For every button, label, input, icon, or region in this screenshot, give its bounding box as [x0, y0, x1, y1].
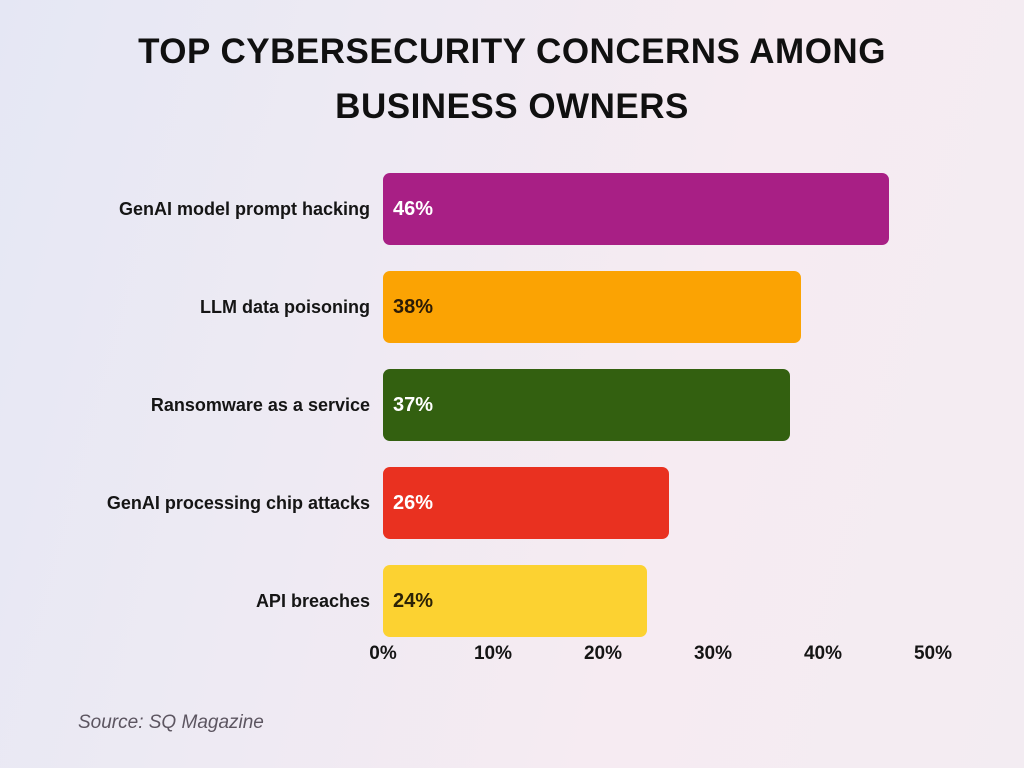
chart-title: TOP CYBERSECURITY CONCERNS AMONG BUSINES… [138, 32, 886, 126]
category-label: Ransomware as a service [150, 394, 370, 415]
source-note: Source: SQ Magazine [78, 712, 264, 733]
bar-value-label: 46% [393, 197, 434, 220]
bar-row: GenAI model prompt hacking 46% [0, 173, 1024, 245]
bar-row: API breaches 24% [0, 565, 1024, 637]
category-label: GenAI processing chip attacks [106, 492, 370, 513]
x-axis-tick: 50% [913, 643, 953, 664]
category-label: LLM data poisoning [200, 296, 370, 317]
category-label: API breaches [255, 590, 370, 611]
bar-genai-chip-attacks: 26% [383, 467, 669, 539]
bar-value-label: 38% [393, 295, 434, 318]
x-axis-tick: 30% [693, 643, 733, 664]
x-axis-tick: 0% [369, 643, 397, 664]
bar-value-label: 37% [393, 393, 434, 416]
bar-ransomware-as-a-service: 37% [383, 369, 790, 441]
category-label: GenAI model prompt hacking [118, 198, 370, 219]
bar-row: LLM data poisoning 38% [0, 271, 1024, 343]
x-axis-tick: 10% [473, 643, 513, 664]
bar-value-label: 24% [393, 589, 434, 612]
bar-row: Ransomware as a service 37% [0, 369, 1024, 441]
bar-llm-data-poisoning: 38% [383, 271, 801, 343]
x-axis: 0% 10% 20% 30% 40% 50% [0, 643, 1024, 673]
x-axis-tick: 40% [803, 643, 843, 664]
bar-row: GenAI processing chip attacks 26% [0, 467, 1024, 539]
bar-value-label: 26% [393, 491, 434, 514]
bar-genai-prompt-hacking: 46% [383, 173, 889, 245]
bar-api-breaches: 24% [383, 565, 647, 637]
x-axis-tick: 20% [583, 643, 623, 664]
